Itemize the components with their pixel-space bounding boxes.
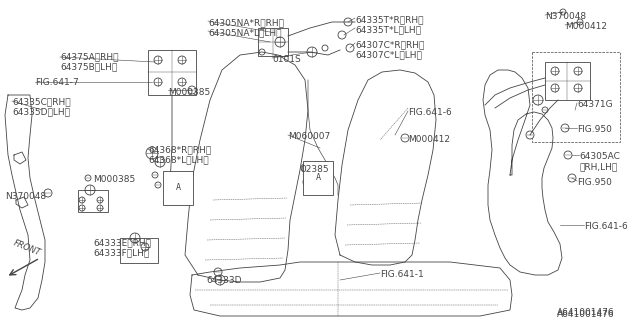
Text: 64305NA*R〈RH〉: 64305NA*R〈RH〉 (208, 18, 284, 27)
Text: 64307C*R〈RH〉: 64307C*R〈RH〉 (355, 40, 424, 49)
Bar (545, 62, 590, 100)
Text: FIG.641-1: FIG.641-1 (380, 270, 424, 279)
Text: 02385: 02385 (300, 165, 328, 174)
Text: FRONT: FRONT (12, 239, 42, 258)
Text: 64333D: 64333D (206, 276, 241, 285)
Circle shape (155, 182, 161, 188)
Text: FIG.641-6: FIG.641-6 (408, 108, 452, 117)
Text: 64335T*L〈LH〉: 64335T*L〈LH〉 (355, 25, 421, 34)
Circle shape (401, 134, 409, 142)
Text: 64305AC: 64305AC (579, 152, 620, 161)
Text: FIG.950: FIG.950 (577, 178, 612, 187)
Circle shape (85, 175, 91, 181)
Text: A641001476: A641001476 (557, 310, 614, 319)
Circle shape (542, 107, 548, 113)
Circle shape (301, 164, 309, 172)
Bar (532, 52, 620, 142)
Text: 64375B〈LH〉: 64375B〈LH〉 (60, 62, 117, 71)
Circle shape (560, 9, 566, 15)
Text: 64305NA*L〈LH〉: 64305NA*L〈LH〉 (208, 28, 282, 37)
Bar (78, 190, 108, 212)
Text: 64335T*R〈RH〉: 64335T*R〈RH〉 (355, 15, 424, 24)
Circle shape (526, 131, 534, 139)
Circle shape (568, 174, 576, 182)
Text: 64335D〈LH〉: 64335D〈LH〉 (12, 107, 70, 116)
Text: M000385: M000385 (93, 175, 135, 184)
Text: 64368*L〈LH〉: 64368*L〈LH〉 (148, 155, 209, 164)
Text: 0101S: 0101S (272, 55, 301, 64)
Circle shape (152, 172, 158, 178)
Text: M000412: M000412 (408, 135, 450, 144)
Text: M000385: M000385 (168, 88, 211, 97)
Circle shape (188, 86, 196, 94)
Text: 〈RH,LH〉: 〈RH,LH〉 (579, 162, 617, 171)
Text: 64333F〈LH〉: 64333F〈LH〉 (93, 248, 149, 257)
Text: 64371G: 64371G (577, 100, 612, 109)
Text: N370048: N370048 (5, 192, 46, 201)
Circle shape (561, 124, 569, 132)
Text: M060007: M060007 (288, 132, 330, 141)
Bar (148, 50, 196, 95)
Circle shape (166, 181, 174, 189)
Text: A641001476: A641001476 (557, 308, 614, 317)
Text: 64375A〈RH〉: 64375A〈RH〉 (60, 52, 118, 61)
Circle shape (577, 19, 583, 25)
Text: FIG.641-7: FIG.641-7 (35, 78, 79, 87)
Bar (120, 238, 158, 263)
Text: FIG.950: FIG.950 (577, 125, 612, 134)
Text: FIG.641-6: FIG.641-6 (584, 222, 628, 231)
Text: 64335C〈RH〉: 64335C〈RH〉 (12, 97, 70, 106)
Text: A: A (316, 173, 321, 182)
Text: N370048: N370048 (545, 12, 586, 21)
Circle shape (44, 189, 52, 197)
Circle shape (564, 151, 572, 159)
Bar (258, 28, 288, 56)
Text: 64333E〈RH〉: 64333E〈RH〉 (93, 238, 151, 247)
Text: 64307C*L〈LH〉: 64307C*L〈LH〉 (355, 50, 422, 59)
Text: 64368*R〈RH〉: 64368*R〈RH〉 (148, 145, 211, 154)
Text: M000412: M000412 (565, 22, 607, 31)
Text: A: A (175, 183, 180, 193)
Circle shape (214, 268, 222, 276)
